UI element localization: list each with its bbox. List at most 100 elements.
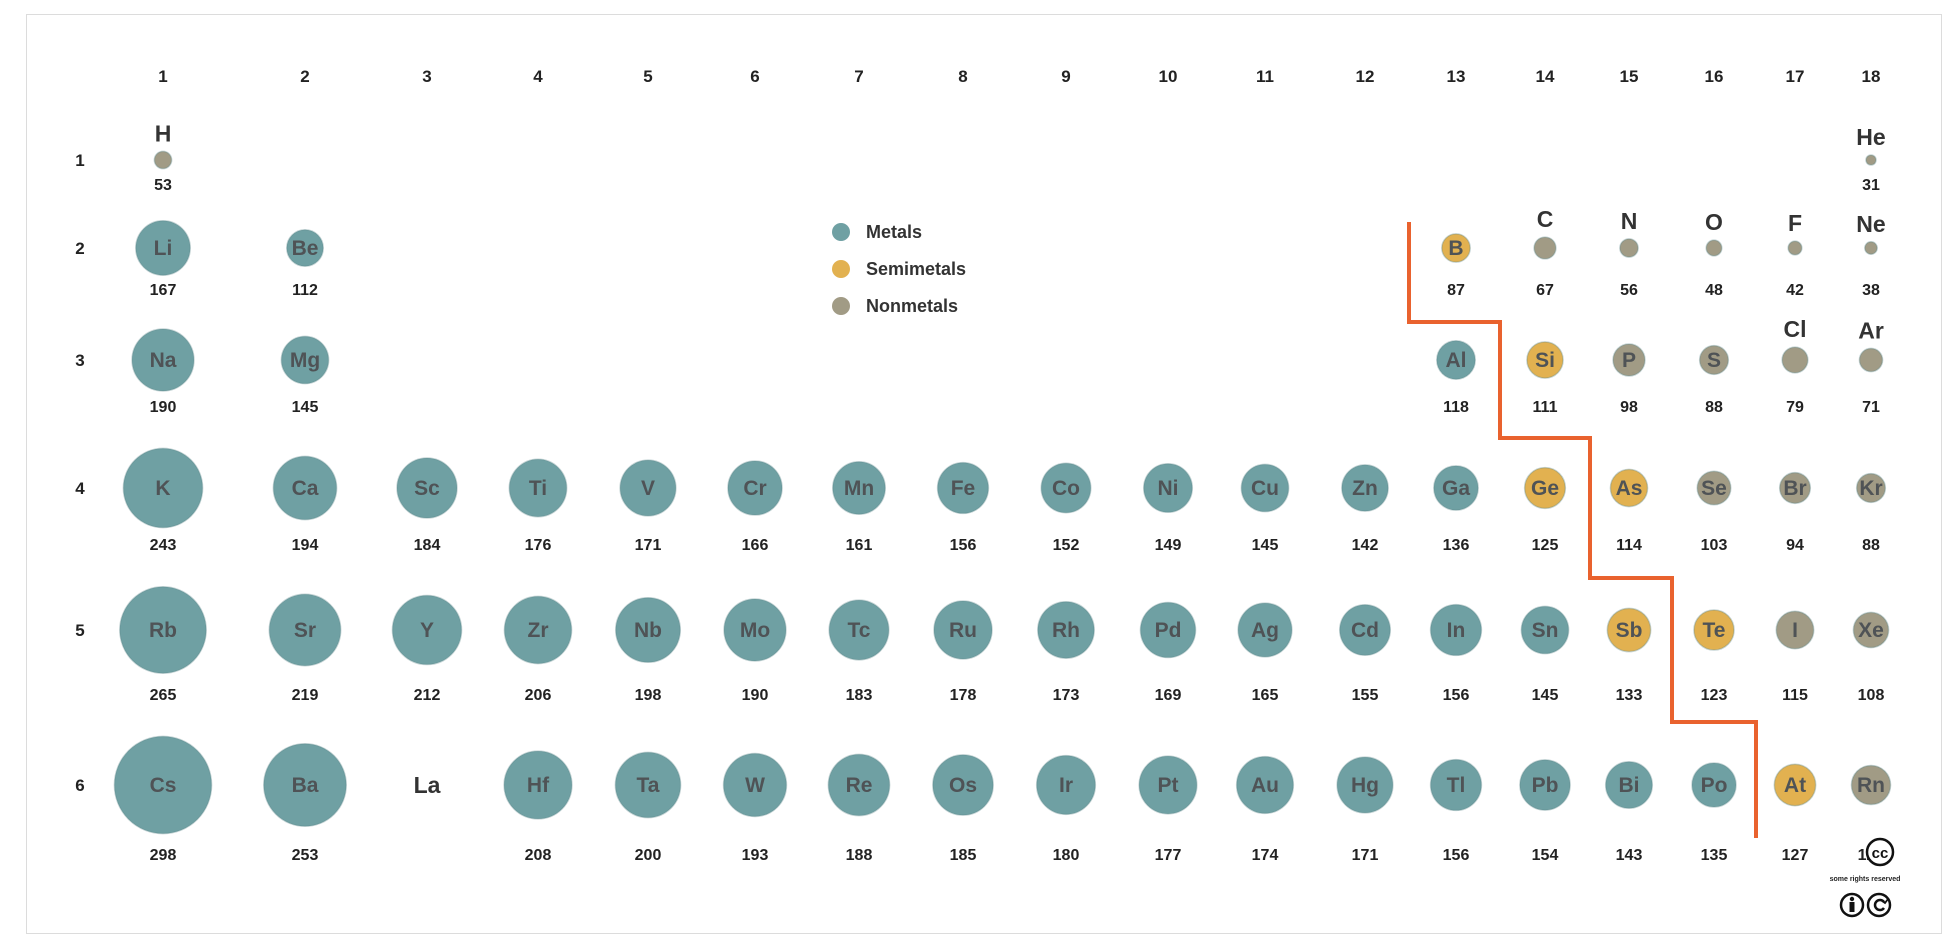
atomic-radius-label: 38: [1862, 282, 1880, 299]
atomic-radius-label: 165: [1252, 687, 1279, 704]
element-symbol: Ir: [1059, 774, 1073, 797]
atomic-radius-label: 194: [292, 537, 319, 554]
element-symbol: Mo: [740, 619, 770, 642]
element-tc: Tc 183: [828, 599, 890, 704]
atomic-radius-label: 200: [635, 847, 662, 864]
element-au: Au 174: [1235, 755, 1295, 864]
group-label: 13: [1447, 67, 1466, 86]
atomic-radius-label: 145: [1532, 687, 1559, 704]
group-label: 1: [158, 67, 167, 86]
element-re: Re 188: [827, 753, 891, 864]
element-circle: [1850, 764, 1892, 806]
element-circle: [1606, 607, 1652, 653]
element-circle: [1773, 763, 1817, 807]
atomic-radius-label: 190: [150, 399, 177, 416]
element-circle: [1520, 605, 1570, 655]
group-label: 10: [1159, 67, 1178, 86]
element-circle: [396, 457, 458, 519]
element-circle: [614, 751, 682, 819]
element-ta: Ta 200: [614, 751, 682, 864]
element-symbol: In: [1447, 619, 1466, 642]
element-symbol: Ru: [949, 619, 977, 642]
element-symbol: Ar: [1858, 317, 1884, 343]
atomic-radius-label: 177: [1155, 847, 1182, 864]
element-circle: [113, 735, 213, 835]
element-circle: [503, 595, 573, 665]
element-cu: Cu 145: [1240, 463, 1290, 554]
legend-label: Semimetals: [866, 259, 966, 279]
element-symbol: Sb: [1616, 619, 1643, 642]
legend-label: Nonmetals: [866, 296, 958, 316]
element-symbol: Ga: [1442, 477, 1470, 500]
element-circle: [1436, 340, 1476, 380]
atomic-radius-label: 48: [1705, 282, 1723, 299]
element-sn: Sn 145: [1520, 605, 1570, 704]
element-rb: Rb 265: [119, 586, 207, 704]
element-symbol: Cu: [1251, 477, 1279, 500]
atomic-radius-label: 127: [1782, 847, 1809, 864]
element-symbol: Rb: [149, 619, 177, 642]
element-h: H 53: [153, 120, 173, 194]
atomic-radius-label: 193: [742, 847, 769, 864]
element-symbol: Pt: [1158, 774, 1179, 797]
element-symbol: Re: [846, 774, 873, 797]
element-symbol: Sn: [1532, 619, 1559, 642]
element-circle: [1775, 610, 1815, 650]
element-circle: [1778, 471, 1812, 505]
element-circle: [1341, 464, 1389, 512]
atomic-radius-label: 188: [846, 847, 873, 864]
group-label: 5: [643, 67, 652, 86]
element-symbol: H: [155, 120, 172, 146]
legend-item-metal: Metals: [832, 222, 922, 242]
element-circle: [933, 600, 993, 660]
atomic-radius-label: 143: [1616, 847, 1643, 864]
element-symbol: Rn: [1857, 774, 1885, 797]
element-na: Na 190: [131, 328, 195, 416]
element-bi: Bi 143: [1604, 760, 1654, 864]
element-circle: [1040, 462, 1092, 514]
element-circle: [1787, 240, 1803, 256]
group-labels: 1 2 3 4 5 6 7 8 9 10 11 12 13 14 15 16 17 18: [158, 67, 1880, 86]
atomic-radius-label: 219: [292, 687, 319, 704]
atomic-radius-label: 253: [292, 847, 319, 864]
element-ga: Ga 136: [1433, 465, 1479, 554]
element-ca: Ca 194: [272, 455, 338, 554]
element-circle: [619, 459, 677, 517]
atomic-radius-label: 298: [150, 847, 177, 864]
element-symbol: Os: [949, 774, 977, 797]
element-circle: [153, 150, 173, 170]
group-label: 6: [750, 67, 759, 86]
element-circle: [722, 752, 788, 818]
atomic-radius-label: 135: [1701, 847, 1728, 864]
element-circle: [827, 753, 891, 817]
element-symbol: C: [1537, 206, 1554, 232]
atomic-radius-label: 155: [1352, 687, 1379, 704]
license-badge: cc some rights reserved: [1830, 837, 1901, 918]
element-pt: Pt 177: [1138, 755, 1198, 864]
group-label: 9: [1061, 67, 1070, 86]
element-circle: [1696, 470, 1732, 506]
legend-swatch: [832, 223, 850, 241]
element-circle: [1533, 236, 1557, 260]
element-circle: [832, 461, 886, 515]
license-text: some rights reserved: [1830, 876, 1901, 883]
metal-nonmetal-boundary: [1407, 222, 1758, 838]
element-he: He 31: [1856, 124, 1885, 194]
element-circle: [1619, 238, 1639, 258]
element-circle: [503, 750, 573, 820]
element-symbol: Tc: [848, 619, 871, 642]
element-symbol: F: [1788, 210, 1802, 236]
atomic-radius-label: 111: [1533, 399, 1558, 416]
atomic-radius-label: 115: [1782, 687, 1808, 704]
element-symbol: Ta: [637, 774, 660, 797]
group-label: 7: [854, 67, 863, 86]
element-circle: [1240, 463, 1290, 513]
element-circle: [723, 598, 787, 662]
element-al: Al 118: [1436, 340, 1476, 416]
atomic-radius-label: 142: [1352, 537, 1379, 554]
element-symbol: Li: [154, 237, 173, 260]
element-circle: [1429, 603, 1483, 657]
element-circle: [1865, 154, 1877, 166]
period-label: 6: [75, 776, 84, 795]
atomic-radius-label: 243: [150, 537, 177, 554]
